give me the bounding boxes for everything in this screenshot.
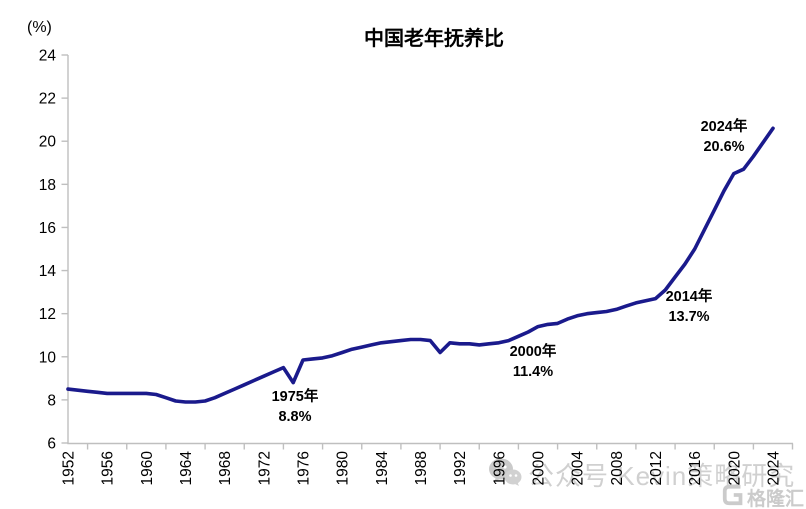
watermark-text: 公众号 Kevin策略研究 bbox=[528, 461, 796, 491]
annotation-value-label: 13.7% bbox=[668, 309, 709, 325]
x-tick-label: 1964 bbox=[178, 451, 195, 486]
annotation-year-label: 2000年 bbox=[510, 342, 557, 360]
y-tick-label: 24 bbox=[39, 48, 57, 65]
x-tick-label: 2008 bbox=[609, 451, 626, 485]
x-tick-label: 2004 bbox=[570, 451, 587, 486]
x-tick-label: 1968 bbox=[217, 451, 234, 485]
x-tick-label: 1992 bbox=[452, 451, 469, 485]
x-tick-label: 2000 bbox=[531, 451, 548, 486]
wechat-icon bbox=[488, 457, 522, 492]
x-tick-label: 1972 bbox=[256, 451, 273, 485]
annotation-value-label: 8.8% bbox=[278, 409, 311, 425]
annotation-year-label: 1975年 bbox=[272, 387, 319, 405]
y-tick-label: 8 bbox=[47, 392, 56, 409]
annotation-value-label: 20.6% bbox=[703, 139, 744, 155]
x-tick-label: 1980 bbox=[335, 451, 352, 486]
y-tick-label: 10 bbox=[39, 349, 57, 366]
y-tick-label: 12 bbox=[39, 306, 56, 323]
x-tick-label: 1956 bbox=[100, 451, 117, 485]
x-tick-label: 1952 bbox=[61, 451, 78, 485]
gelonghui-logo-icon bbox=[721, 483, 745, 509]
y-tick-label: 20 bbox=[39, 134, 57, 151]
y-axis-unit-label: (%) bbox=[27, 19, 52, 36]
annotation-value-label: 11.4% bbox=[513, 364, 553, 380]
x-tick-label: 1988 bbox=[413, 451, 430, 485]
axis-lines bbox=[67, 55, 793, 445]
annotation-year-label: 2024年 bbox=[701, 117, 748, 135]
y-tick-label: 6 bbox=[47, 436, 56, 453]
y-tick-label: 22 bbox=[39, 91, 56, 108]
x-tick-label: 2016 bbox=[687, 451, 704, 485]
annotation-year-label: 2014年 bbox=[666, 287, 713, 305]
series-line bbox=[66, 126, 775, 404]
annotation: 2024年 20.6% bbox=[701, 117, 748, 155]
watermark: 公众号 Kevin策略研究 bbox=[488, 456, 795, 493]
annotation: 2014年 13.7% bbox=[666, 287, 713, 325]
annotation: 1975年 8.8% bbox=[272, 387, 319, 425]
chart-title: 中国老年抚养比 bbox=[364, 28, 504, 50]
y-tick-label: 14 bbox=[39, 263, 57, 280]
x-tick-label: 1976 bbox=[296, 451, 313, 485]
x-tick-label: 1996 bbox=[491, 451, 508, 485]
brand-logo: 格隆汇 bbox=[721, 483, 804, 509]
x-tick-label: 2020 bbox=[726, 451, 743, 486]
x-tick-label: 2012 bbox=[648, 451, 665, 485]
annotation: 2000年 11.4% bbox=[510, 342, 557, 380]
y-tick-label: 18 bbox=[39, 177, 56, 194]
brand-logo-text: 格隆汇 bbox=[746, 489, 804, 509]
x-tick-label: 1960 bbox=[139, 451, 156, 486]
x-tick-label: 2024 bbox=[766, 451, 783, 486]
y-tick-label: 16 bbox=[39, 220, 56, 237]
x-tick-label: 1984 bbox=[374, 451, 391, 486]
